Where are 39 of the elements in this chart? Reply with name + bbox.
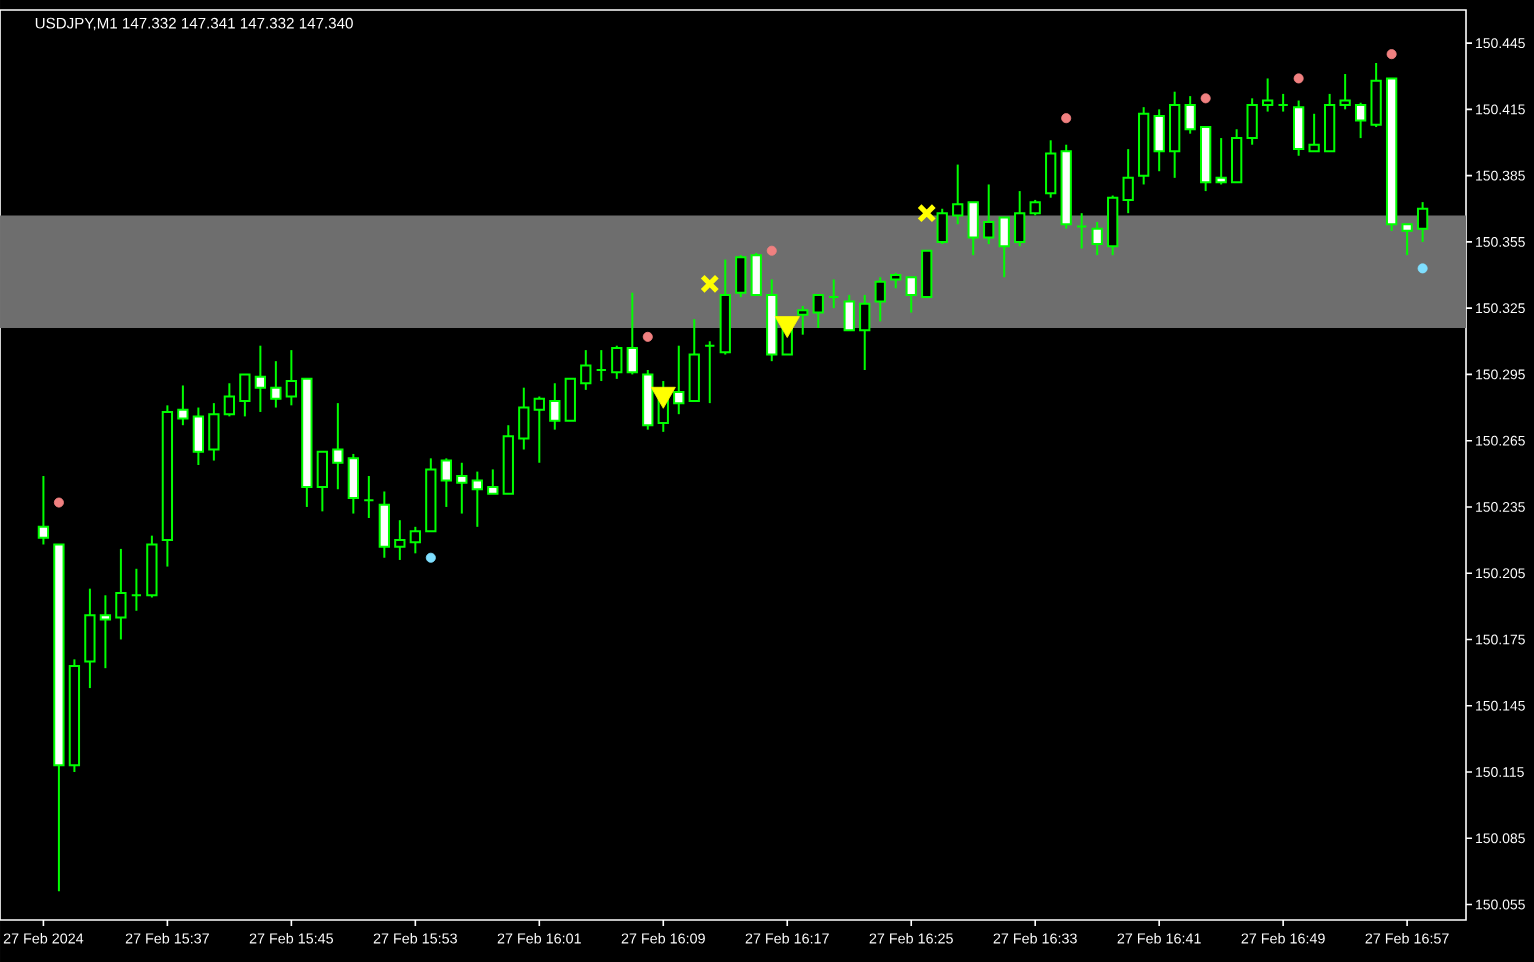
candlestick [1277, 92, 1289, 113]
candlestick [84, 587, 96, 690]
point [425, 552, 436, 563]
candlestick [1076, 212, 1088, 250]
candlestick [115, 547, 127, 641]
candlestick [518, 386, 530, 451]
point [766, 245, 777, 256]
candlestick [719, 258, 731, 356]
candlestick [394, 519, 406, 561]
candlestick [130, 567, 143, 612]
candlestick [363, 475, 375, 519]
candlestick [161, 404, 174, 568]
point [642, 331, 653, 342]
point [1061, 113, 1072, 124]
point [700, 274, 720, 294]
candlestick [440, 457, 452, 508]
candlestick [332, 402, 344, 491]
candlestick [580, 349, 592, 391]
point [1417, 263, 1428, 274]
candlestick [456, 461, 468, 515]
candlestick [208, 402, 220, 462]
point [53, 497, 64, 508]
point [1200, 93, 1211, 104]
candlestick [673, 344, 685, 416]
candlestick [1091, 221, 1103, 257]
candlestick [254, 344, 267, 413]
candlestick [1262, 77, 1274, 113]
point [917, 203, 937, 223]
point [1293, 73, 1304, 84]
candlestick [983, 183, 995, 246]
candlestick [68, 658, 81, 773]
candlestick [99, 594, 112, 670]
candlestick [595, 349, 607, 383]
candlestick [378, 490, 390, 559]
candlestick [1169, 90, 1181, 179]
candlestick [1246, 97, 1258, 146]
point [1386, 49, 1397, 60]
candlestick [1153, 108, 1165, 173]
candlestick [828, 278, 840, 310]
